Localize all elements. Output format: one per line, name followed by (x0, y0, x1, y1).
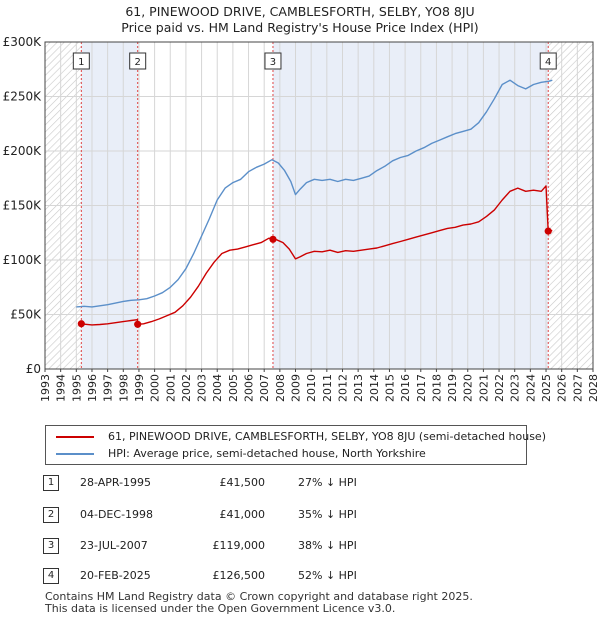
legend-swatch-property (56, 436, 94, 438)
legend-label-hpi: HPI: Average price, semi-detached house,… (108, 447, 426, 460)
sale-number-badge: 3 (43, 538, 59, 554)
sale-date: 28-APR-1995 (80, 476, 152, 489)
sale-hpi-diff: 52% ↓ HPI (298, 569, 357, 582)
x-tick-label: 2003 (196, 374, 209, 402)
sale-hpi-diff: 35% ↓ HPI (298, 508, 357, 521)
legend-swatch-hpi (56, 453, 94, 455)
y-tick-label: £0 (26, 362, 41, 376)
sale-marker-box (264, 52, 282, 70)
x-tick-label: 2028 (587, 374, 600, 402)
sale-marker-box (539, 52, 557, 70)
x-tick-label: 2014 (368, 374, 381, 402)
sale-hpi-diff: 38% ↓ HPI (298, 539, 357, 552)
y-tick-label: £50K (10, 308, 42, 322)
x-tick-label: 2026 (556, 374, 569, 402)
sale-number-badge: 2 (43, 507, 59, 523)
y-tick-label: £100K (3, 253, 43, 267)
sale-price: £41,500 (219, 476, 266, 489)
x-tick-label: 2009 (290, 374, 303, 402)
x-tick-label: 2001 (164, 374, 177, 402)
x-tick-label: 2016 (399, 374, 412, 402)
x-tick-label: 2008 (274, 374, 287, 402)
x-tick-label: 2010 (305, 374, 318, 402)
x-tick-label: 2024 (524, 374, 537, 402)
x-tick-label: 2021 (477, 374, 490, 402)
x-tick-label: 1997 (102, 374, 115, 402)
x-tick-label: 1995 (70, 374, 83, 402)
x-tick-label: 1998 (117, 374, 130, 402)
sale-date: 20-FEB-2025 (80, 569, 151, 582)
sale-point (269, 235, 277, 243)
sale-marker-label: 3 (270, 57, 276, 68)
property-price-line (81, 185, 553, 326)
x-tick-label: 2011 (321, 374, 334, 402)
sale-price: £126,500 (212, 569, 266, 582)
x-tick-label: 2025 (540, 374, 553, 402)
hpi-line (76, 79, 553, 308)
sale-marker-label: 4 (545, 57, 551, 68)
footer-copyright: Contains HM Land Registry data © Crown c… (45, 590, 473, 603)
sale-row: 3 23-JUL-2007 £119,000 38% ↓ HPI (0, 535, 600, 557)
sale-row: 1 28-APR-1995 £41,500 27% ↓ HPI (0, 472, 600, 494)
x-tick-label: 2027 (571, 374, 584, 402)
legend-item-property: 61, PINEWOOD DRIVE, CAMBLESFORTH, SELBY,… (56, 429, 546, 445)
sale-marker-box (129, 52, 147, 70)
sale-number-badge: 1 (43, 475, 59, 491)
sale-marker-label: 1 (78, 57, 84, 68)
sale-price: £119,000 (212, 539, 266, 552)
legend-item-hpi: HPI: Average price, semi-detached house,… (56, 446, 426, 462)
x-tick-label: 2007 (258, 374, 271, 402)
sale-row: 2 04-DEC-1998 £41,000 35% ↓ HPI (0, 504, 600, 526)
x-tick-label: 2006 (243, 374, 256, 402)
x-tick-label: 2019 (446, 374, 459, 402)
footer-licence: This data is licensed under the Open Gov… (45, 602, 396, 615)
x-tick-label: 2023 (509, 374, 522, 402)
x-tick-label: 2020 (462, 374, 475, 402)
y-tick-label: £200K (3, 144, 43, 158)
x-tick-label: 2015 (383, 374, 396, 402)
y-tick-label: £150K (3, 199, 43, 213)
x-tick-label: 1999 (133, 374, 146, 402)
sale-point (134, 320, 142, 328)
x-tick-label: 2000 (149, 374, 162, 402)
sale-marker-label: 2 (135, 57, 141, 68)
x-tick-label: 2013 (352, 374, 365, 402)
plot-frame (44, 41, 594, 370)
sale-date: 04-DEC-1998 (80, 508, 154, 521)
x-tick-label: 1994 (55, 374, 68, 402)
sale-hpi-diff: 27% ↓ HPI (298, 476, 357, 489)
y-tick-label: £300K (3, 35, 43, 49)
x-tick-label: 2017 (415, 374, 428, 402)
sale-date: 23-JUL-2007 (80, 539, 148, 552)
sale-marker-box (72, 52, 90, 70)
chart-subtitle: Price paid vs. HM Land Registry's House … (121, 20, 479, 35)
sale-number-badge: 4 (43, 568, 59, 584)
legend-label-property: 61, PINEWOOD DRIVE, CAMBLESFORTH, SELBY,… (108, 430, 546, 443)
x-tick-label: 1996 (86, 374, 99, 402)
x-tick-label: 2004 (211, 374, 224, 402)
x-tick-label: 2002 (180, 374, 193, 402)
sale-row: 4 20-FEB-2025 £126,500 52% ↓ HPI (0, 565, 600, 587)
sale-point (77, 320, 85, 328)
x-tick-label: 1993 (39, 374, 52, 402)
x-tick-label: 2005 (227, 374, 240, 402)
chart-title: 61, PINEWOOD DRIVE, CAMBLESFORTH, SELBY,… (125, 4, 475, 19)
legend: 61, PINEWOOD DRIVE, CAMBLESFORTH, SELBY,… (45, 425, 546, 465)
x-tick-label: 2018 (430, 374, 443, 402)
x-tick-label: 2012 (336, 374, 349, 402)
sale-price: £41,000 (219, 508, 266, 521)
y-tick-label: £250K (3, 90, 43, 104)
sale-point (544, 227, 552, 235)
x-tick-label: 2022 (493, 374, 506, 402)
